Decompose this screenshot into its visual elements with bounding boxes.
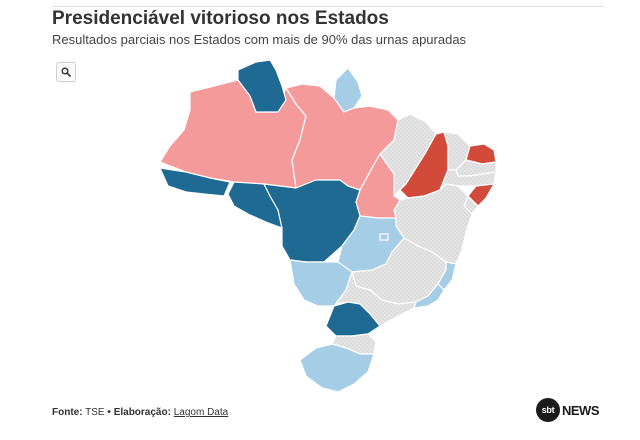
state-rr[interactable] <box>237 59 287 113</box>
source-label: Fonte: <box>52 407 83 418</box>
page-subtitle: Resultados parciais nos Estados com mais… <box>52 32 467 47</box>
credit-label: Elaboração: <box>113 407 171 418</box>
brazil-states-map <box>159 59 497 393</box>
state-rs[interactable] <box>299 343 375 393</box>
state-pr[interactable] <box>325 301 381 337</box>
state-df[interactable] <box>379 233 389 241</box>
footer-separator: • <box>107 407 111 418</box>
logo-circle: sbt <box>536 398 560 422</box>
state-al[interactable] <box>467 183 495 207</box>
source-value: TSE <box>85 407 105 418</box>
page-title: Presidenciável vitorioso nos Estados <box>52 8 389 29</box>
search-icon <box>61 67 71 77</box>
top-divider <box>52 6 604 7</box>
logo-text: NEWS <box>562 402 600 418</box>
state-ac[interactable] <box>159 167 231 197</box>
search-button[interactable] <box>56 62 76 82</box>
sbt-news-logo: sbt NEWS <box>536 398 600 422</box>
footer-credits: Fonte: TSE • Elaboração: Lagom Data <box>52 407 228 418</box>
credit-link[interactable]: Lagom Data <box>173 407 229 418</box>
